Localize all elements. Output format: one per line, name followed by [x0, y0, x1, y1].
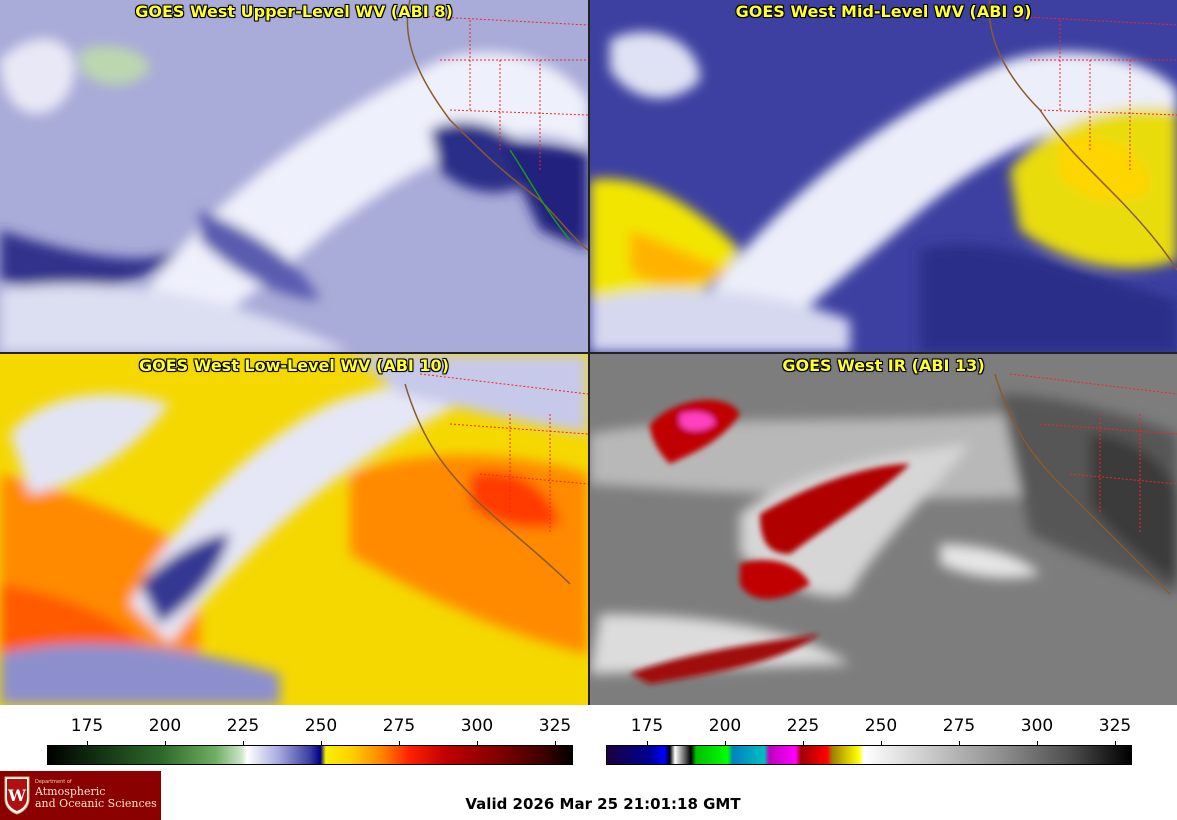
- colorbar-tick-label: 200: [708, 716, 742, 736]
- logo-dept-label: Department of: [35, 779, 72, 785]
- colorbar-tick-label: 325: [1098, 716, 1132, 736]
- panel-title: GOES West Low-Level WV (ABI 10): [138, 356, 449, 375]
- aos-logo: W Department of Atmospheric and Oceanic …: [0, 771, 161, 820]
- colorbar-tick-label: 225: [226, 716, 260, 736]
- colorbar-tick: [1037, 741, 1038, 747]
- ir-colorbar: 175 200 225 250 275 300 325: [590, 708, 1177, 768]
- colorbar-tick: [321, 741, 322, 747]
- mid-level-wv-panel: GOES West Mid-Level WV (ABI 9): [590, 0, 1177, 352]
- colorbar-tick: [725, 741, 726, 747]
- colorbar-tick: [647, 741, 648, 747]
- colorbar-tick-label: 275: [942, 716, 976, 736]
- valid-time: Valid 2026 Mar 25 21:01:18 GMT: [465, 795, 741, 813]
- low-level-wv-image: [0, 354, 588, 705]
- panel-title: GOES West Upper-Level WV (ABI 8): [135, 2, 453, 21]
- logo-name: Atmospheric and Oceanic Sciences: [35, 786, 157, 810]
- colorbar-tick: [243, 741, 244, 747]
- colorbar-tick-label: 250: [304, 716, 338, 736]
- colorbar-tick-label: 225: [786, 716, 820, 736]
- university-crest-icon: W: [4, 776, 30, 815]
- colorbar-tick-label: 300: [1020, 716, 1054, 736]
- panel-title: GOES West IR (ABI 13): [782, 356, 985, 375]
- logo-line2: and Oceanic Sciences: [35, 797, 157, 810]
- ir-color-gradient: [606, 745, 1132, 765]
- logo-line1: Atmospheric: [35, 785, 106, 798]
- colorbar-tick-label: 250: [864, 716, 898, 736]
- panel-divider-horizontal: [0, 352, 1177, 354]
- colorbar-tick: [87, 741, 88, 747]
- colorbar-tick: [555, 741, 556, 747]
- colorbar-tick: [477, 741, 478, 747]
- low-level-wv-panel: GOES West Low-Level WV (ABI 10): [0, 354, 588, 705]
- colorbar-tick-label: 300: [460, 716, 494, 736]
- colorbar-tick: [399, 741, 400, 747]
- colorbar-tick-label: 175: [70, 716, 104, 736]
- colorbar-tick-label: 275: [382, 716, 416, 736]
- colorbar-tick: [165, 741, 166, 747]
- colorbar-tick-label: 200: [148, 716, 182, 736]
- colorbar-tick-label: 325: [538, 716, 572, 736]
- svg-text:W: W: [7, 786, 27, 805]
- colorbar-tick: [881, 741, 882, 747]
- wv-colorbar: 175 200 225 250 275 300 325: [0, 708, 588, 768]
- colorbar-tick: [959, 741, 960, 747]
- colorbar-tick: [803, 741, 804, 747]
- ir-panel: GOES West IR (ABI 13): [590, 354, 1177, 705]
- upper-level-wv-panel: GOES West Upper-Level WV (ABI 8): [0, 0, 588, 352]
- colorbar-tick: [1115, 741, 1116, 747]
- ir-image: [590, 354, 1177, 705]
- colorbar-tick-label: 175: [630, 716, 664, 736]
- wv-color-gradient: [47, 745, 573, 765]
- mid-level-wv-image: [590, 0, 1177, 352]
- upper-level-wv-image: [0, 0, 588, 352]
- panel-title: GOES West Mid-Level WV (ABI 9): [735, 2, 1032, 21]
